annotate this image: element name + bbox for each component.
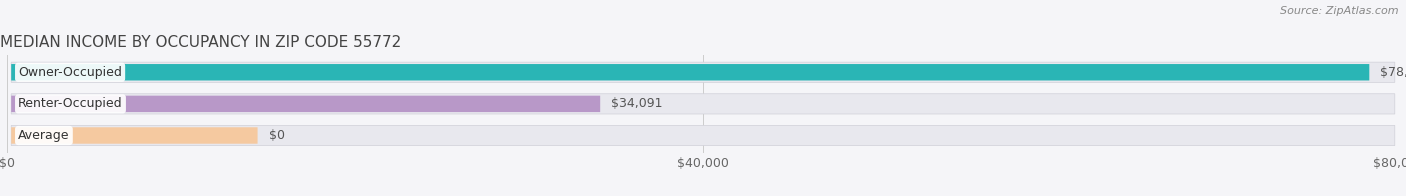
Text: $0: $0 <box>269 129 284 142</box>
Text: MEDIAN INCOME BY OCCUPANCY IN ZIP CODE 55772: MEDIAN INCOME BY OCCUPANCY IN ZIP CODE 5… <box>0 34 401 50</box>
Text: Renter-Occupied: Renter-Occupied <box>18 97 122 110</box>
FancyBboxPatch shape <box>11 62 1395 82</box>
FancyBboxPatch shape <box>11 96 600 112</box>
Text: $78,295: $78,295 <box>1381 66 1406 79</box>
FancyBboxPatch shape <box>11 94 1395 114</box>
Text: $34,091: $34,091 <box>612 97 662 110</box>
FancyBboxPatch shape <box>11 64 1369 81</box>
Text: Owner-Occupied: Owner-Occupied <box>18 66 122 79</box>
Text: Source: ZipAtlas.com: Source: ZipAtlas.com <box>1281 6 1399 16</box>
FancyBboxPatch shape <box>11 127 257 144</box>
FancyBboxPatch shape <box>11 125 1395 146</box>
Text: Average: Average <box>18 129 70 142</box>
